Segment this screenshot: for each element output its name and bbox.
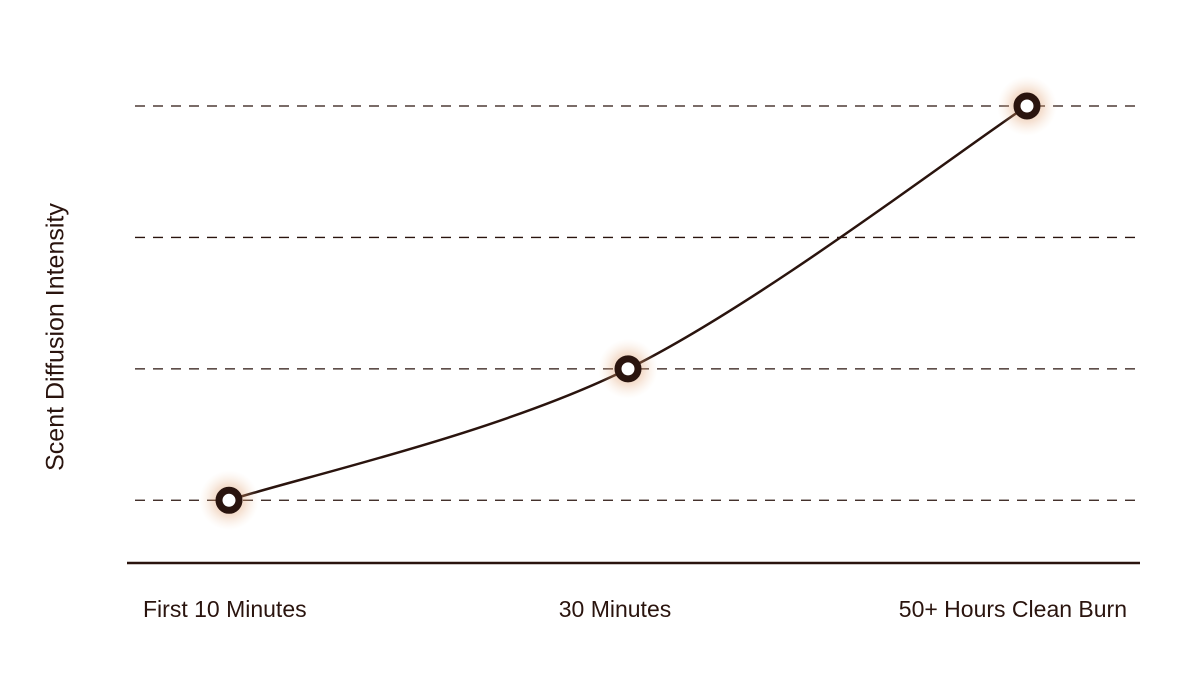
marker bbox=[215, 486, 243, 514]
line bbox=[228, 104, 1028, 502]
x-tick-label: First 10 Minutes bbox=[143, 596, 307, 622]
marker bbox=[1013, 92, 1041, 120]
y-axis-title: Scent Diffusion Intensity bbox=[42, 203, 70, 471]
marker bbox=[614, 355, 642, 383]
x-tick-label: 30 Minutes bbox=[559, 596, 672, 622]
x-tick-label: 50+ Hours Clean Burn bbox=[899, 596, 1127, 622]
